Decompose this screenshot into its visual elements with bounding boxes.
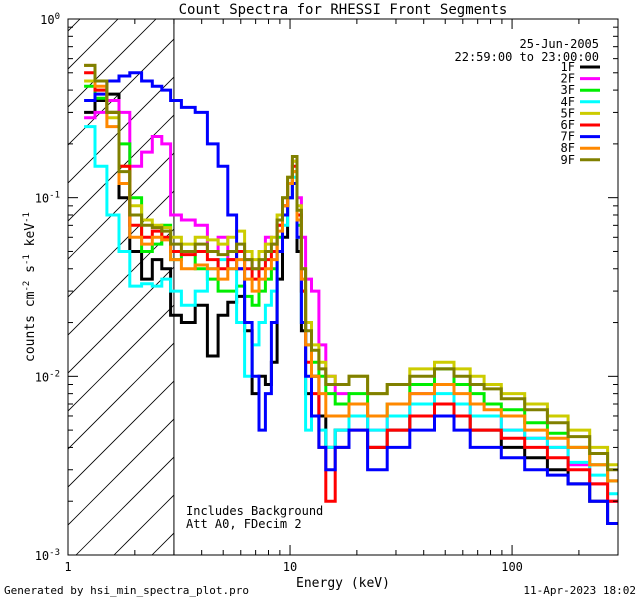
hatch-line: [68, 228, 174, 336]
footer-generator: Generated by hsi_min_spectra_plot.pro: [4, 584, 249, 597]
hatch-line: [68, 19, 157, 108]
hatch-line: [68, 380, 174, 488]
axis-ticks: [67, 18, 619, 556]
hatch-line: [68, 190, 174, 298]
legend-label-2F: 2F: [561, 72, 575, 86]
annotation-background: Includes Background: [186, 504, 323, 518]
hatch-line: [68, 418, 174, 526]
series-9F: [84, 63, 618, 472]
header-time-range: 22:59:00 to 23:00:00: [455, 50, 600, 64]
legend-label-6F: 6F: [561, 118, 575, 132]
legend-label-9F: 9F: [561, 153, 575, 167]
annotation-attenuator: Att A0, FDecim 2: [186, 517, 302, 531]
x-tick-label: 10: [283, 560, 297, 574]
y-tick-label: 10-2: [35, 369, 60, 384]
hatch-line: [68, 38, 174, 146]
x-tick-label: 1: [64, 560, 71, 574]
legend-label-5F: 5F: [561, 106, 575, 120]
chart-title: Count Spectra for RHESSI Front Segments: [179, 2, 508, 18]
x-tick-label: 100: [501, 560, 523, 574]
legend-label-7F: 7F: [561, 130, 575, 144]
y-tick-label: 100: [40, 12, 60, 27]
x-tick-labels: 1 10 100: [64, 560, 523, 574]
series-layer: [84, 63, 618, 525]
hatch-line: [68, 19, 119, 70]
y-tick-labels: 100 10-1 10-2 10-3: [35, 12, 60, 563]
plot-frame: [67, 18, 619, 556]
header-date: 25-Jun-2005: [520, 37, 599, 51]
y-tick-label: 10-3: [35, 548, 60, 563]
y-axis-label: counts cm-2 s-1 keV-1: [22, 212, 38, 362]
footer-timestamp: 11-Apr-2023 18:02: [523, 584, 636, 597]
legend-label-8F: 8F: [561, 141, 575, 155]
legend-label-4F: 4F: [561, 95, 575, 109]
excluded-range-hatch: [68, 19, 174, 555]
legend-label-3F: 3F: [561, 83, 575, 97]
x-axis-label: Energy (keV): [296, 576, 390, 591]
y-tick-label: 10-1: [35, 191, 60, 206]
legend-label-1F: 1F: [561, 60, 575, 74]
hatch-line: [68, 152, 174, 260]
